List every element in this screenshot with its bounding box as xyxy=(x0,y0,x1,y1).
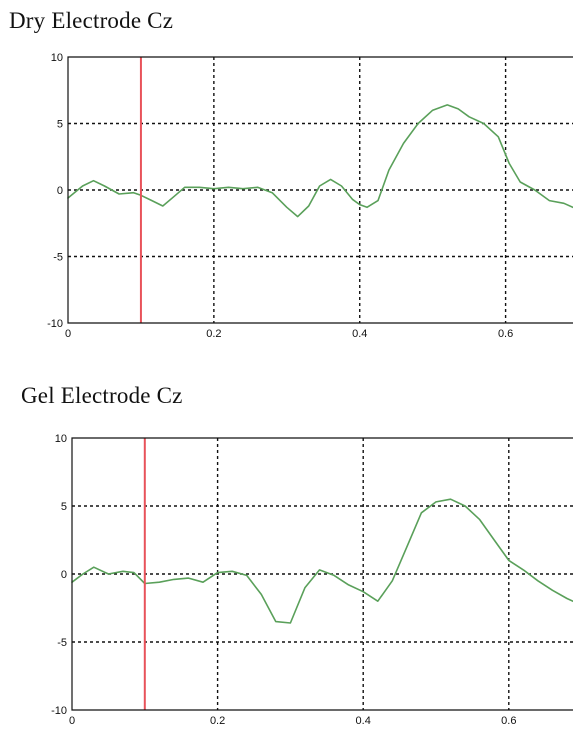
gel-xtick-label-2: 0.4 xyxy=(356,715,371,725)
dry-ytick-label-3: -5 xyxy=(53,252,63,264)
dry-ytick-label-4: -10 xyxy=(47,318,63,330)
gel-axis-frame xyxy=(71,437,573,711)
dry-series-line-0 xyxy=(67,104,573,218)
dry-xtick-label-2: 0.4 xyxy=(352,328,367,340)
dry-ytick-label-1: 5 xyxy=(57,119,63,131)
gel-xtick-label-0: 0 xyxy=(69,715,75,725)
gel-xtick-label-1: 0.2 xyxy=(210,715,225,725)
dry-xtick-label-0: 0 xyxy=(65,328,71,340)
dry-axis-frame xyxy=(67,56,573,324)
dry-ytick-label-0: 10 xyxy=(51,52,63,64)
gel-ytick-label-0: 10 xyxy=(55,433,67,445)
gel-series-line-0 xyxy=(71,498,573,624)
chart-title-dry: Dry Electrode Cz xyxy=(9,8,174,33)
gel-ytick-label-1: 5 xyxy=(61,501,67,513)
dry-ytick-label-2: 0 xyxy=(57,185,63,197)
gel-ytick-label-3: -5 xyxy=(57,637,67,649)
gel-ytick-label-2: 0 xyxy=(61,569,67,581)
gel-ytick-label-4: -10 xyxy=(51,705,67,717)
gel-xtick-label-3: 0.6 xyxy=(501,715,516,725)
dry-xtick-label-1: 0.2 xyxy=(206,328,221,340)
chart-title-gel: Gel Electrode Cz xyxy=(21,383,183,408)
dry-xtick-label-3: 0.6 xyxy=(498,328,513,340)
